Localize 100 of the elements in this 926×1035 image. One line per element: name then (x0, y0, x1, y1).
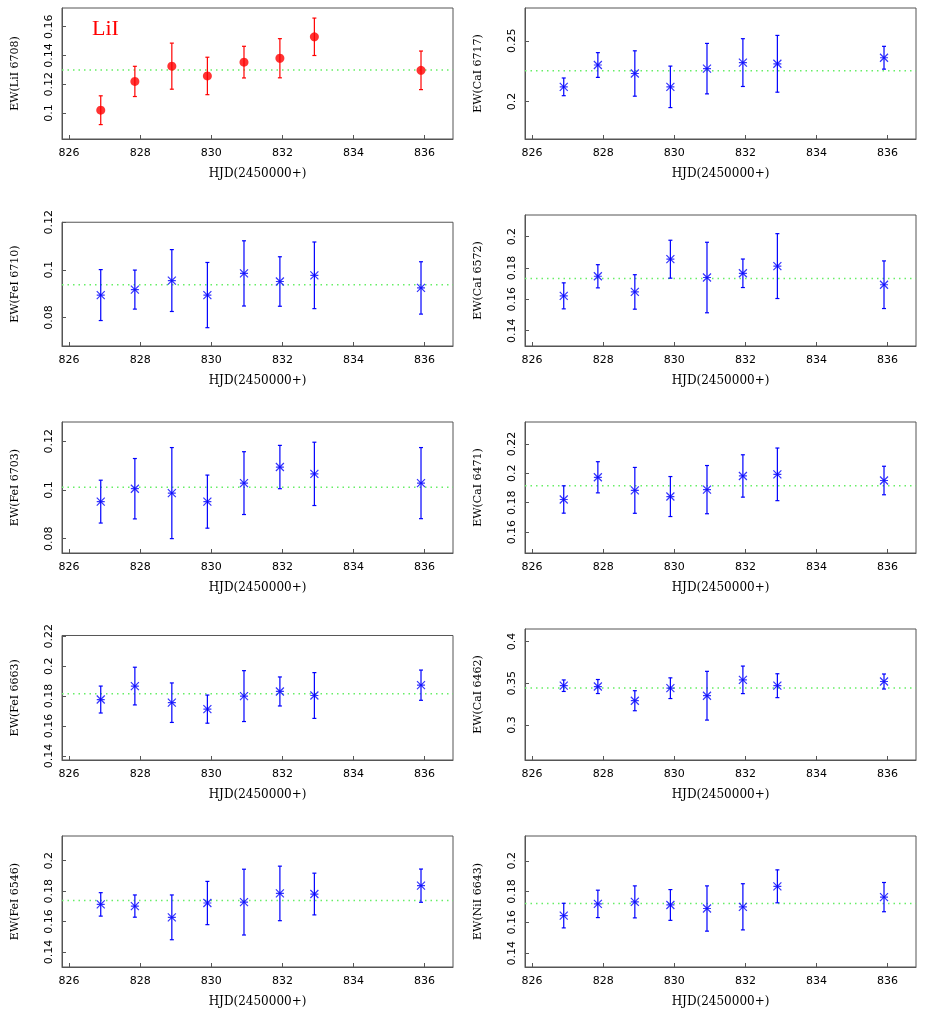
x-tick-label: 826 (58, 146, 80, 159)
x-tick-label: 834 (805, 353, 827, 366)
point (559, 494, 569, 505)
x-tick-label: 836 (414, 767, 436, 780)
x-tick-label: 828 (592, 974, 614, 987)
point (167, 275, 177, 286)
y-tick-label: 0.3 (505, 716, 518, 734)
point (416, 65, 426, 75)
point (202, 290, 212, 300)
y-tick-label: 0.18 (505, 879, 518, 904)
y-axis-title: EW(FeI 6703) (8, 448, 21, 527)
x-axis-title: HJD(2450000+) (671, 373, 770, 387)
y-tick-label: 0.16 (505, 910, 518, 935)
x-tick-label: 830 (663, 560, 685, 573)
point (593, 60, 603, 70)
point (738, 471, 748, 481)
annotation: LiI (92, 14, 119, 40)
x-tick-label: 834 (342, 974, 364, 987)
point (416, 283, 426, 293)
point (772, 881, 782, 891)
y-tick-label: 0.14 (42, 743, 55, 769)
point (239, 691, 249, 701)
x-tick-label: 836 (877, 767, 899, 780)
x-tick-label: 832 (734, 146, 756, 159)
x-tick-label: 826 (521, 146, 543, 159)
point (416, 881, 426, 891)
point (239, 57, 249, 67)
y-axis-title: EW(CaI 6471) (471, 448, 484, 527)
point (559, 82, 569, 92)
x-tick-label: 828 (592, 767, 614, 780)
y-axis-title: EW(FeI 6546) (8, 862, 21, 941)
x-tick-label: 828 (129, 767, 151, 780)
point (275, 686, 285, 697)
x-tick-label: 826 (58, 974, 80, 987)
x-tick-label: 826 (58, 560, 80, 573)
x-tick-label: 826 (521, 974, 543, 987)
x-tick-label: 826 (521, 767, 543, 780)
point (309, 889, 319, 899)
x-axis-title: HJD(2450000+) (208, 166, 307, 180)
y-tick-label: 0.18 (42, 683, 55, 709)
y-tick-label: 0.2 (505, 92, 518, 111)
x-tick-label: 828 (592, 146, 614, 159)
x-tick-label: 836 (877, 353, 899, 366)
y-tick-label: 0.22 (505, 431, 518, 457)
point (130, 484, 140, 494)
point (559, 910, 569, 921)
y-tick-label: 0.18 (505, 255, 518, 281)
y-tick-label: 0.14 (505, 318, 518, 343)
x-axis-title: HJD(2450000+) (208, 580, 307, 594)
x-tick-label: 832 (271, 767, 293, 780)
y-tick-label: 0.22 (42, 624, 55, 649)
x-tick-label: 830 (663, 146, 685, 159)
point (202, 898, 212, 908)
y-tick-label: 0.1 (42, 261, 55, 279)
x-tick-label: 836 (414, 974, 436, 987)
x-tick-label: 834 (805, 767, 827, 780)
x-tick-label: 830 (663, 353, 685, 366)
y-axis-title: EW(CaI 6462) (471, 655, 484, 734)
point (630, 696, 640, 706)
y-tick-label: 0.2 (505, 464, 518, 483)
point (879, 53, 889, 63)
x-tick-label: 834 (805, 146, 827, 159)
x-tick-label: 828 (129, 974, 151, 987)
y-axis-title: EW(LiI 6708) (8, 36, 21, 111)
y-tick-label: 0.16 (505, 519, 518, 545)
x-tick-label: 834 (805, 560, 827, 573)
point (559, 291, 569, 301)
point (665, 491, 675, 502)
x-tick-label: 830 (200, 353, 222, 366)
x-tick-label: 830 (663, 767, 685, 780)
x-tick-label: 836 (877, 974, 899, 987)
x-tick-label: 834 (342, 767, 364, 780)
x-tick-label: 826 (58, 353, 80, 366)
point (130, 901, 140, 911)
point (879, 892, 889, 902)
x-tick-label: 828 (129, 146, 151, 159)
y-tick-label: 0.12 (42, 210, 55, 235)
y-tick-label: 0.2 (505, 852, 518, 870)
x-tick-label: 826 (521, 560, 543, 573)
y-tick-label: 0.14 (42, 43, 55, 68)
point (239, 897, 249, 907)
point (593, 899, 603, 909)
y-tick-label: 0.4 (505, 632, 518, 651)
point (416, 478, 426, 488)
y-tick-label: 0.1 (42, 481, 55, 499)
point (96, 694, 106, 705)
point (96, 899, 106, 909)
point (130, 76, 140, 86)
x-tick-label: 834 (805, 974, 827, 987)
x-axis-title: HJD(2450000+) (208, 994, 307, 1008)
y-tick-label: 0.08 (42, 526, 55, 551)
point (593, 271, 603, 281)
x-tick-label: 828 (129, 560, 151, 573)
x-tick-label: 828 (592, 353, 614, 366)
point (239, 268, 249, 279)
x-axis-title: HJD(2450000+) (671, 166, 770, 180)
x-axis-title: HJD(2450000+) (208, 373, 307, 387)
point (738, 57, 748, 68)
point (702, 903, 712, 914)
x-tick-label: 836 (877, 146, 899, 159)
